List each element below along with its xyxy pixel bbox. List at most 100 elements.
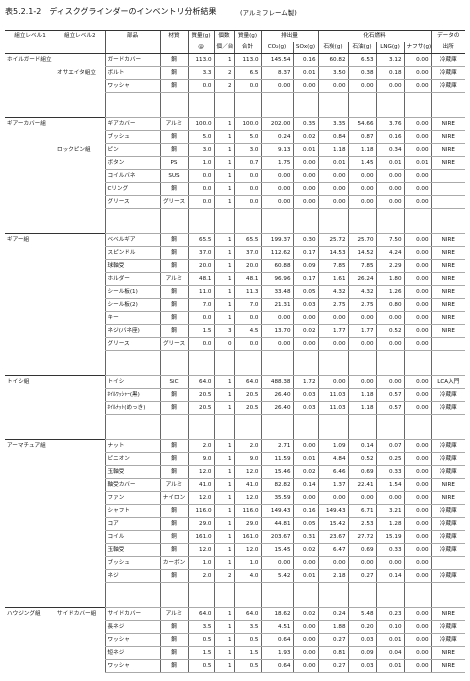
value-cell: 0.03 <box>292 401 319 415</box>
value-cell: 7.0 <box>233 298 261 312</box>
table-row: シャフト鋼 116.0 1 116.0 149.43 0.16 149.43 6.71 3.21… <box>5 504 466 518</box>
value-cell: 0.64 <box>260 633 293 647</box>
value-cell: 0.0 <box>233 337 261 351</box>
value-cell: 1.88 <box>317 620 349 634</box>
spacer-cell <box>187 582 214 608</box>
table-row: ハウジング組 サイドカバー組 サイドカバー アルミ 64.0 1 64.0 18.62 0.02… <box>5 607 466 621</box>
value-cell: 1.18 <box>317 143 349 157</box>
level2-cell <box>55 131 105 144</box>
value-cell: 1 <box>213 491 234 505</box>
spacer-cell <box>430 582 466 608</box>
value-cell: 33.48 <box>260 285 293 299</box>
part-cell: ワッシャ <box>104 633 160 647</box>
source-cell: NIRE <box>430 259 466 273</box>
level2-cell <box>55 492 105 505</box>
level2-cell <box>55 299 105 312</box>
value-cell: 0.00 <box>403 79 432 93</box>
value-cell: 0.00 <box>403 53 432 67</box>
value-cell: 20.5 <box>233 401 261 415</box>
spacer-cell <box>317 92 349 118</box>
table-row: ネジ(バネ座) 鋼 1.5 3 4.5 13.70 0.02 1.77 1.77 0.52 0.00… <box>5 324 466 338</box>
value-cell: 65.5 <box>187 233 214 247</box>
level1-cell <box>5 660 55 673</box>
material-cell: 鋼 <box>159 465 188 479</box>
value-cell: 0.00 <box>403 478 432 492</box>
value-cell: 3.35 <box>317 117 349 131</box>
level2-cell <box>55 325 105 338</box>
value-cell: 1 <box>213 195 234 209</box>
value-cell: 4.5 <box>233 324 261 338</box>
value-cell: 20.0 <box>233 259 261 273</box>
material-cell: 鋼 <box>159 130 188 144</box>
level2-cell <box>55 402 105 415</box>
value-cell: 0.00 <box>317 337 349 351</box>
source-cell: 冷蔵庫 <box>430 66 466 80</box>
source-cell <box>430 337 466 351</box>
value-cell: 0.27 <box>347 569 377 583</box>
spacer-cell <box>233 92 261 118</box>
value-cell: 0.00 <box>292 182 319 196</box>
spacer-cell <box>403 350 432 376</box>
value-cell: 2.18 <box>317 569 349 583</box>
value-cell: 12.0 <box>187 491 214 505</box>
value-cell: 1 <box>213 182 234 196</box>
table-row: ネジ鋼 2.0 2 4.0 5.42 0.01 2.18 0.27 0.14 0.00 冷蔵庫 <box>5 569 466 583</box>
value-cell: 1 <box>213 272 234 286</box>
header-row: 組立レベル1 組立レベル2 部品 材質 質量(g) 個数 質量(g) 排出量 化… <box>5 30 466 42</box>
value-cell: 112.62 <box>260 246 293 260</box>
value-cell: 0.27 <box>317 633 349 647</box>
value-cell: 0.00 <box>292 491 319 505</box>
spacer-cell <box>317 208 349 234</box>
part-cell: ピニオン <box>104 452 160 466</box>
spacer-cell <box>430 414 466 440</box>
table-row: グリース グリース 0.0 1 0.0 0.00 0.00 0.00 0.00 0.00 0.00 <box>5 195 466 209</box>
part-cell: 玉軸受 <box>104 465 160 479</box>
value-cell: 37.0 <box>187 246 214 260</box>
spacer-cell <box>430 208 466 234</box>
source-cell: NIRE <box>430 311 466 325</box>
value-cell: 0.0 <box>187 79 214 93</box>
value-cell: 0.00 <box>403 504 432 518</box>
value-cell: 0.00 <box>403 439 432 453</box>
header-cell: 合計 <box>233 42 261 54</box>
material-cell: ナイロン <box>159 491 188 505</box>
value-cell: 18.62 <box>260 607 293 621</box>
header-cell <box>104 42 160 54</box>
value-cell: 20.5 <box>187 388 214 402</box>
spacer-cell <box>260 208 293 234</box>
value-cell: 0.00 <box>403 272 432 286</box>
value-cell: 0.5 <box>187 633 214 647</box>
value-cell: 0.03 <box>292 388 319 402</box>
table-row: トイシ組 トイシ SiC 64.0 1 64.0 488.38 1.72 0.00 0.00 0.0… <box>5 375 466 389</box>
value-cell: 0.00 <box>375 311 405 325</box>
level1-cell <box>5 273 55 286</box>
level1-cell <box>5 544 55 557</box>
value-cell: 0.00 <box>375 79 405 93</box>
value-cell: 0.5 <box>233 633 261 647</box>
source-cell: NIRE <box>430 156 466 170</box>
value-cell: 0.16 <box>375 130 405 144</box>
value-cell: 149.43 <box>317 504 349 518</box>
value-cell: 11.0 <box>187 285 214 299</box>
part-cell: ホルダー <box>104 272 160 286</box>
value-cell: 0.00 <box>347 79 377 93</box>
level1-cell <box>5 647 55 660</box>
value-cell: 0.00 <box>375 182 405 196</box>
value-cell: 1.77 <box>317 324 349 338</box>
spacer-cell <box>347 350 377 376</box>
level1-cell <box>5 80 55 93</box>
spacer-cell <box>213 350 234 376</box>
value-cell: 82.82 <box>260 478 293 492</box>
material-cell: 銅 <box>159 530 188 544</box>
source-cell: 冷蔵庫 <box>430 620 466 634</box>
spacer-cell <box>375 208 405 234</box>
value-cell: 0.00 <box>403 285 432 299</box>
table-row: ギアー組 ベベルギア鋼 65.5 1 65.5 199.37 0.30 25.72 25.70 7… <box>5 233 466 247</box>
spacer-cell <box>292 414 319 440</box>
spacer-cell <box>5 415 55 440</box>
value-cell: 0.52 <box>347 452 377 466</box>
material-cell: 鋼 <box>159 517 188 531</box>
value-cell: 0.0 <box>187 337 214 351</box>
spacer-cell <box>187 92 214 118</box>
level1-cell <box>5 260 55 273</box>
